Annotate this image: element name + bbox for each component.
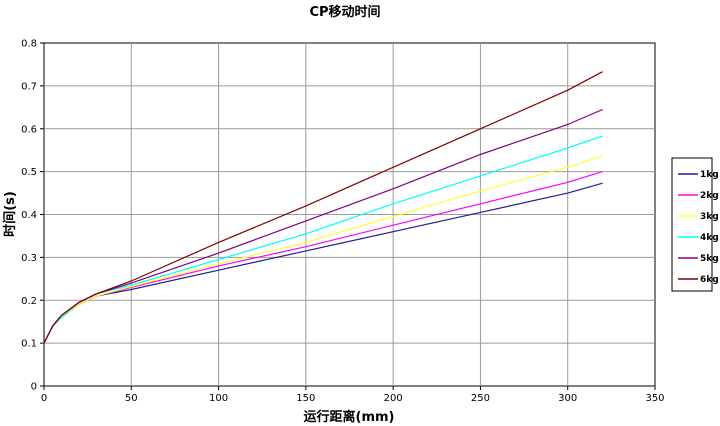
series-group (43, 71, 603, 344)
y-tick-label: 0.4 (21, 210, 37, 221)
x-axis-ticks: 0 50 100 150 200 250 300 350 (41, 386, 665, 404)
y-tick-label: 0.3 (21, 253, 37, 264)
x-tick-label: 250 (471, 393, 490, 404)
y-tick-label: 0.1 (21, 339, 37, 350)
grid (44, 43, 655, 386)
legend-label-4kg: 4kg (700, 233, 719, 243)
legend-label-3kg: 3kg (700, 212, 719, 222)
x-tick-label: 0 (41, 393, 47, 404)
x-tick-label: 350 (645, 393, 664, 404)
series-line-4kg (43, 135, 603, 344)
legend-label-5kg: 5kg (700, 254, 719, 264)
y-tick-label: 0.6 (21, 124, 37, 135)
legend-label-6kg: 6kg (700, 275, 719, 285)
y-tick-label: 0.7 (21, 81, 37, 92)
x-tick-label: 50 (125, 393, 138, 404)
y-tick-label: 0.8 (21, 39, 37, 50)
y-axis-ticks: 0 0.1 0.2 0.3 0.4 0.5 0.6 0.7 0.8 (21, 39, 44, 393)
legend-box (671, 157, 713, 292)
x-tick-label: 200 (384, 393, 403, 404)
x-tick-label: 100 (209, 393, 228, 404)
y-tick-label: 0.2 (21, 296, 37, 307)
legend-label-2kg: 2kg (700, 191, 719, 201)
x-tick-label: 300 (558, 393, 577, 404)
series-line-6kg (43, 71, 603, 344)
y-tick-label: 0 (31, 382, 37, 393)
y-tick-label: 0.5 (21, 167, 37, 178)
y-axis-label: 时间(s) (2, 191, 18, 237)
chart-title: CP移动时间 (309, 4, 380, 20)
legend: 1kg 2kg 3kg 4kg 5kg 6kg (678, 170, 719, 285)
x-tick-label: 150 (296, 393, 315, 404)
x-axis-label: 运行距离(mm) (304, 409, 395, 425)
legend-label-1kg: 1kg (700, 170, 719, 180)
